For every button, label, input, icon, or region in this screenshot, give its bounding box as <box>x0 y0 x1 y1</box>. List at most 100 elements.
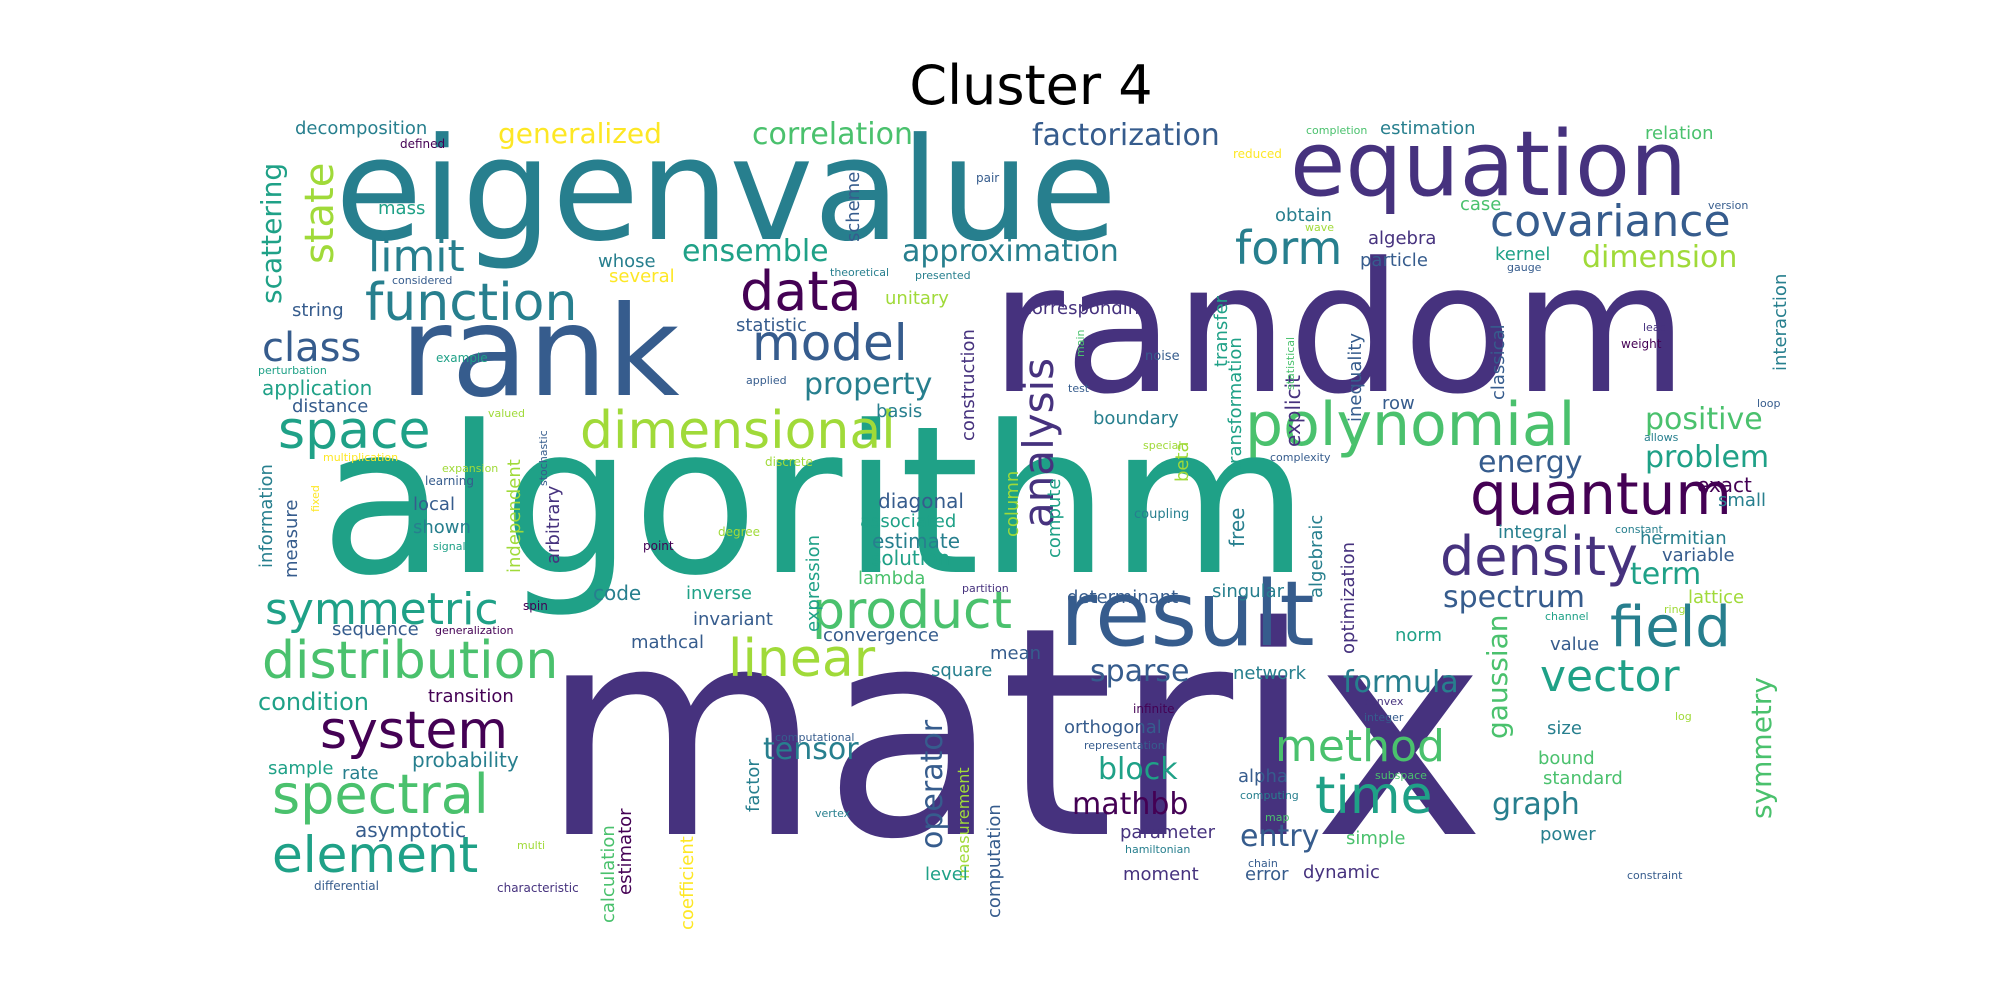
word-obtain: obtain <box>1275 205 1332 226</box>
word-covariance: covariance <box>1490 196 1731 247</box>
word-version: version <box>1708 199 1749 212</box>
word-partition: partition <box>962 582 1009 595</box>
word-whose: whose <box>598 251 656 272</box>
word-value: value <box>1550 634 1600 655</box>
word-lambda: lambda <box>858 568 926 589</box>
word-gaussian: gaussian <box>1481 614 1514 739</box>
word-rate: rate <box>342 763 379 784</box>
word-differential: differential <box>314 879 379 893</box>
word-graph: graph <box>1492 787 1580 822</box>
word-entry: entry <box>1240 819 1320 854</box>
word-state: state <box>297 162 343 264</box>
word-kernel: kernel <box>1495 244 1551 265</box>
word-local: local <box>413 494 455 515</box>
word-noise: noise <box>1145 349 1180 364</box>
word-factorization: factorization <box>1032 118 1220 153</box>
word-moment: moment <box>1123 864 1199 885</box>
word-power: power <box>1540 824 1596 845</box>
word-considered: considered <box>392 274 453 287</box>
word-exact: exact <box>1697 473 1752 497</box>
word-completion: completion <box>1306 124 1368 137</box>
word-gauge: gauge <box>1507 261 1542 274</box>
word-variable: variable <box>1662 545 1735 566</box>
word-constant: constant <box>1615 523 1663 536</box>
word-data: data <box>740 260 862 323</box>
word-spin: spin <box>523 599 548 613</box>
word-associated: associated <box>860 511 957 532</box>
word-construction: construction <box>958 328 979 441</box>
word-mathbb: mathbb <box>1072 787 1189 822</box>
word-inverse: inverse <box>686 583 752 604</box>
word-mass: mass <box>378 198 426 219</box>
word-estimate: estimate <box>872 529 961 553</box>
word-complexity: complexity <box>1270 451 1331 464</box>
word-form: form <box>1235 221 1343 275</box>
word-fixed: fixed <box>309 485 322 513</box>
word-eigenvalue: eigenvalue <box>335 108 1118 273</box>
word-main: main <box>1074 329 1087 358</box>
word-error: error <box>1245 864 1289 885</box>
word-representation: representation <box>1084 739 1165 752</box>
word-equation: equation <box>1290 112 1688 217</box>
word-limit: limit <box>368 231 465 282</box>
word-presented: presented <box>915 269 971 282</box>
word-distance: distance <box>292 396 369 417</box>
word-computational: computational <box>775 731 855 744</box>
word-dimension: dimension <box>1582 240 1738 275</box>
word-allows: allows <box>1644 431 1679 444</box>
word-method: method <box>1275 721 1445 772</box>
word-system: system <box>320 701 508 761</box>
word-characteristic: characteristic <box>497 881 579 895</box>
word-class: class <box>262 325 362 371</box>
word-spectral: spectral <box>272 763 489 826</box>
word-free: free <box>1225 507 1249 547</box>
word-computation: computation <box>984 803 1005 918</box>
word-field: field <box>1610 595 1731 660</box>
word-vector: vector <box>1540 651 1680 702</box>
word-norm: norm <box>1395 625 1443 646</box>
word-ring: ring <box>1664 603 1686 616</box>
word-random: random <box>990 225 1689 434</box>
word-factor: factor <box>743 759 764 812</box>
word-distribution: distribution <box>262 631 559 691</box>
word-special: special <box>1143 439 1182 452</box>
word-problem: problem <box>1645 440 1770 475</box>
word-discrete: discrete <box>765 455 813 469</box>
word-code: code <box>593 581 642 605</box>
word-determinant: determinant <box>1067 587 1179 608</box>
word-several: several <box>609 266 675 287</box>
word-diagonal: diagonal <box>878 489 964 513</box>
word-row: row <box>1382 393 1415 414</box>
word-size: size <box>1547 718 1582 739</box>
word-transfer: transfer <box>1211 296 1232 368</box>
word-unitary: unitary <box>885 288 949 309</box>
word-basis: basis <box>876 401 923 422</box>
word-density: density <box>1440 525 1638 588</box>
word-quantum: quantum <box>1470 460 1732 528</box>
word-polynomial: polynomial <box>1245 390 1576 460</box>
word-function: function <box>365 273 578 333</box>
word-convex: convex <box>1364 695 1404 708</box>
word-constraint: constraint <box>1627 869 1683 882</box>
word-measure: measure <box>281 499 302 579</box>
word-statistical: statistical <box>1284 336 1297 391</box>
word-degree: degree <box>718 525 761 539</box>
word-weight: weight <box>1621 337 1662 351</box>
word-condition: condition <box>258 688 369 716</box>
word-mean: mean <box>990 643 1042 664</box>
word-wave: wave <box>1305 221 1335 234</box>
word-coefficient: coefficient <box>677 835 698 930</box>
word-product: product <box>812 581 1013 641</box>
word-network: network <box>1233 663 1307 684</box>
word-space: space <box>278 401 431 461</box>
word-expression: expression <box>803 534 824 632</box>
word-approximation: approximation <box>902 234 1119 269</box>
word-alpha: alpha <box>1238 766 1288 787</box>
word-rank: rank <box>400 280 680 425</box>
word-operator: operator <box>915 719 950 849</box>
word-solution: solution <box>871 546 951 570</box>
word-hamiltonian: hamiltonian <box>1125 843 1191 856</box>
word-spectrum: spectrum <box>1443 580 1585 615</box>
word-dimensional: dimensional <box>580 401 896 461</box>
word-signal: signal <box>433 540 466 553</box>
